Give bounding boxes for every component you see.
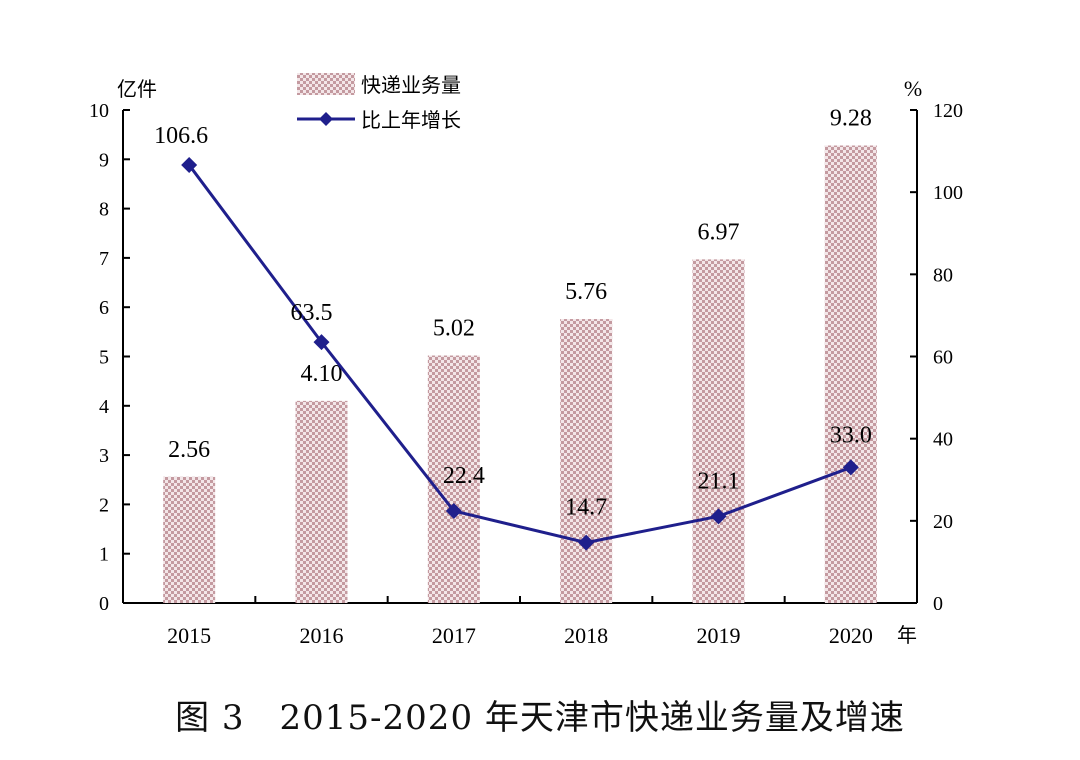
growth-label-2019: 21.1 [698,468,740,494]
left-tick-label: 2 [99,494,109,516]
x-tick-label: 2016 [300,623,344,648]
x-axis-unit: 年 [897,623,917,647]
growth-point-2020 [842,459,859,476]
bar-2018 [560,319,613,603]
figure-caption: 图 3 2015-2020 年天津市快递业务量及增速 [175,698,905,738]
growth-label-2020: 33.0 [830,422,872,448]
right-tick-label: 40 [933,429,953,451]
left-tick-label: 3 [99,445,109,467]
right-tick-label: 100 [933,182,963,204]
legend-line-marker [319,112,333,126]
bar-label-2019: 6.97 [698,219,740,245]
growth-point-2016 [313,334,330,351]
right-tick-label: 120 [933,100,963,122]
bar-label-2017: 5.02 [433,316,475,342]
left-tick-label: 0 [99,593,109,615]
bar-2015 [163,476,216,603]
left-tick-label: 8 [99,199,109,221]
x-tick-label: 2017 [432,623,476,648]
growth-point-2017 [445,502,462,519]
bar-label-2018: 5.76 [565,279,607,305]
x-tick-label: 2020 [829,623,873,648]
right-axis-unit: % [904,76,922,101]
legend-line-label: 比上年增长 [361,108,461,132]
growth-point-2018 [578,534,595,551]
right-tick-label: 20 [933,511,953,533]
left-tick-label: 4 [99,396,109,418]
growth-point-2015 [181,157,198,174]
x-axis-ticks: 2015 2016 2017 2018 2019 2020 [167,596,873,648]
right-tick-label: 0 [933,593,943,615]
x-tick-label: 2018 [564,623,608,648]
growth-label-2017: 22.4 [443,463,485,489]
bar-2019 [692,259,745,603]
growth-point-2019 [710,508,727,525]
left-tick-label: 7 [99,248,109,270]
x-tick-label: 2019 [697,623,741,648]
legend-bar-label: 快递业务量 [361,73,461,97]
right-axis-ticks: 0 20 40 60 80 100 120 [910,100,963,615]
growth-label-2018: 14.7 [565,495,607,521]
bar-label-2016: 4.10 [301,361,343,387]
growth-label-2016: 63.5 [291,300,333,326]
x-tick-label: 2015 [167,623,211,648]
line-series [181,157,859,551]
left-tick-label: 5 [99,347,109,369]
left-axis-ticks: 0 1 2 3 4 5 6 7 8 9 10 [89,100,130,615]
left-tick-label: 1 [99,544,109,566]
legend: 快递业务量 比上年增长 [297,73,461,132]
left-tick-label: 6 [99,297,109,319]
growth-label-2015: 106.6 [154,123,208,149]
bar-value-labels: 2.56 4.10 5.02 5.76 6.97 9.28 [168,105,872,462]
bar-series [163,145,877,603]
legend-bar-swatch [297,73,355,95]
line-value-labels: 106.6 63.5 22.4 14.7 21.1 33.0 [154,123,872,521]
bar-label-2015: 2.56 [168,437,210,463]
left-tick-label: 9 [99,149,109,171]
right-tick-label: 80 [933,264,953,286]
growth-line [187,164,852,545]
bar-label-2020: 9.28 [830,105,872,131]
left-tick-label: 10 [89,100,109,122]
bar-2017 [427,355,480,603]
left-axis-unit: 亿件 [117,77,157,101]
bar-2016 [295,400,348,603]
right-tick-label: 60 [933,347,953,369]
bar-2020 [824,145,877,603]
